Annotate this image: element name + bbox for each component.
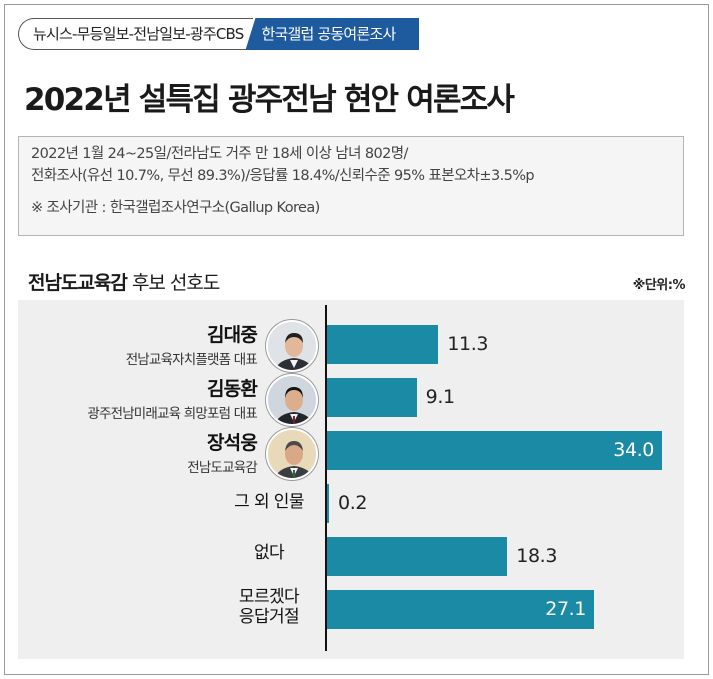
value-label-3: 34.0: [613, 439, 654, 461]
survey-info-line-1: 2022년 1월 24~25일/전라남도 거주 만 18세 이상 남녀 802명…: [31, 146, 408, 162]
person-icon: [268, 376, 316, 424]
bar-1: [327, 325, 439, 364]
source-pollster: 한국갤럽 공동여론조사: [245, 18, 420, 50]
person-icon: [268, 430, 316, 478]
category-label-unknown: 모르겠다 응답거절: [214, 587, 324, 627]
bar-4: [327, 484, 329, 523]
category-label-others: 그 외 인물: [234, 492, 304, 512]
value-label-1: 11.3: [447, 333, 489, 355]
chart-axis-line: [325, 305, 327, 651]
candidate-desc-2: 광주전남미래교육 희망포럼 대표: [87, 406, 257, 422]
category-label-none: 없다: [253, 543, 285, 563]
person-icon: [268, 322, 316, 370]
survey-info-line-2: 전화조사(유선 10.7%, 무선 89.3%)/응답률 18.4%/신뢰수준 …: [31, 168, 535, 184]
category-label-unknown-line-2: 응답거절: [238, 607, 300, 627]
value-label-6: 27.1: [545, 598, 586, 620]
value-label-4: 0.2: [338, 492, 368, 514]
source-media: 뉴시스-무등일보-전남일보-광주CBS: [18, 18, 254, 50]
chart-title-rest: 후보 선호도: [131, 272, 220, 294]
value-label-5: 18.3: [516, 545, 558, 567]
chart-title-bold: 전남도교육감: [28, 272, 128, 294]
bar-3: [327, 431, 662, 470]
value-label-2: 9.1: [425, 386, 455, 408]
survey-info-box: 2022년 1월 24~25일/전라남도 거주 만 18세 이상 남녀 802명…: [18, 136, 684, 236]
candidate-name-2: 김동환: [206, 378, 258, 400]
bar-2: [327, 378, 417, 417]
category-label-unknown-line-1: 모르겠다: [238, 587, 300, 607]
bar-6: [327, 590, 594, 629]
survey-agency-note: ※ 조사기관 : 한국갤럽조사연구소(Gallup Korea): [31, 200, 320, 216]
candidate-portrait-3: [266, 428, 318, 480]
candidate-desc-1: 전남교육자치플랫폼 대표: [125, 352, 258, 368]
candidate-desc-3: 전남도교육감: [187, 460, 258, 476]
candidate-portrait-2: [266, 374, 318, 426]
unit-label: ※단위:%: [632, 278, 686, 293]
source-tag: 뉴시스-무등일보-전남일보-광주CBS 한국갤럽 공동여론조사: [18, 18, 420, 50]
page-title: 2022년 설특집 광주전남 현안 여론조사: [24, 82, 515, 118]
chart-title: 전남도교육감 후보 선호도: [28, 268, 220, 295]
candidate-name-1: 김대중: [206, 324, 258, 346]
bar-5: [327, 537, 508, 576]
candidate-portrait-1: [266, 320, 318, 372]
candidate-name-3: 장석웅: [206, 432, 258, 454]
